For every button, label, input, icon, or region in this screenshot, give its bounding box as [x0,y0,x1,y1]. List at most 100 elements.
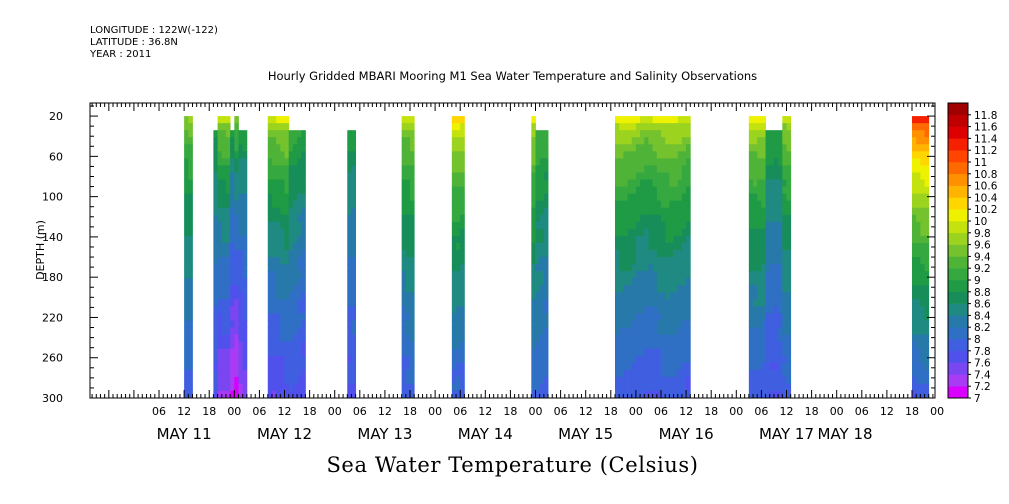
temperature-cell [267,341,273,350]
temperature-cell [288,313,294,321]
temperature-cell [230,200,235,209]
temperature-cell [405,151,411,159]
temperature-cell [242,348,248,357]
temperature-cell [280,137,285,145]
temperature-cell [184,348,189,357]
temperature-cell [301,250,306,258]
temperature-cell [456,228,461,237]
temperature-cell [627,327,633,335]
temperature-cell [242,285,248,293]
temperature-cell [225,186,231,195]
temperature-cell [677,137,683,145]
temperature-cell [184,172,189,180]
temperature-cell [765,179,771,187]
temperature-cell [765,193,771,202]
temperature-cell [531,285,536,293]
temperature-cell [769,257,775,265]
temperature-cell [234,285,239,293]
temperature-cell [242,362,248,371]
temperature-cell [288,172,294,180]
temperature-cell [267,369,273,378]
temperature-cell [648,116,654,124]
temperature-cell [347,271,352,279]
temperature-cell [652,376,658,385]
temperature-cell [911,341,917,350]
temperature-cell [460,292,465,300]
temperature-cell [623,193,628,202]
temperature-cell [276,158,281,166]
temperature-cell [665,130,670,138]
temperature-cell [920,299,925,307]
temperature-cell [535,207,541,216]
temperature-cell [773,242,779,251]
temperature-cell [217,242,223,251]
temperature-cell [677,341,683,350]
temperature-cell [627,214,633,223]
colorbar-label: 10.4 [974,192,998,204]
temperature-cell [920,200,925,209]
temperature-cell [347,306,352,314]
temperature-cell [686,137,691,145]
temperature-cell [786,271,792,279]
temperature-cell [225,214,231,223]
temperature-cell [301,193,306,202]
temperature-cell [656,320,662,328]
temperature-cell [635,228,641,237]
temperature-cell [748,369,754,378]
temperature-cell [782,334,787,343]
temperature-cell [347,207,352,216]
temperature-cell [765,355,771,364]
temperature-cell [761,193,766,202]
temperature-cell [778,271,783,279]
temperature-cell [911,158,917,166]
temperature-cell [288,341,294,350]
temperature-cell [753,334,758,343]
temperature-cell [761,151,766,159]
temperature-cell [644,306,649,314]
temperature-cell [221,250,227,258]
temperature-cell [284,200,290,209]
temperature-cell [267,348,273,357]
temperature-cell [661,179,666,187]
temperature-cell [773,207,779,216]
temperature-cell [451,271,457,279]
temperature-cell [230,186,235,195]
temperature-cell [535,186,541,195]
temperature-cell [748,299,754,307]
temperature-cell [539,235,545,244]
temperature-cell [773,369,779,378]
temperature-cell [782,320,787,328]
temperature-cell [234,299,239,307]
temperature-cell [769,158,775,166]
temperature-cell [673,292,679,300]
temperature-cell [761,137,766,145]
temperature-cell [661,383,666,392]
temperature-cell [213,130,218,138]
temperature-cell [531,271,536,279]
temperature-cell [778,235,783,244]
temperature-cell [652,383,658,392]
temperature-cell [539,348,545,357]
temperature-cell [401,200,407,209]
temperature-cell [242,228,248,237]
temperature-cell [276,137,281,145]
temperature-cell [644,285,649,293]
temperature-cell [217,334,223,343]
temperature-cell [627,172,633,180]
temperature-cell [673,250,679,258]
temperature-cell [644,390,649,399]
temperature-cell [686,306,691,314]
temperature-cell [267,355,273,364]
temperature-cell [786,116,792,124]
temperature-cell [539,320,545,328]
temperature-cell [681,137,687,145]
temperature-cell [405,355,411,364]
temperature-cell [410,383,415,392]
temperature-cell [656,228,662,237]
temperature-cell [911,116,917,124]
temperature-cell [531,313,536,321]
temperature-cell [786,193,792,202]
temperature-cell [911,137,917,145]
temperature-cell [782,123,787,131]
temperature-cell [213,235,218,244]
